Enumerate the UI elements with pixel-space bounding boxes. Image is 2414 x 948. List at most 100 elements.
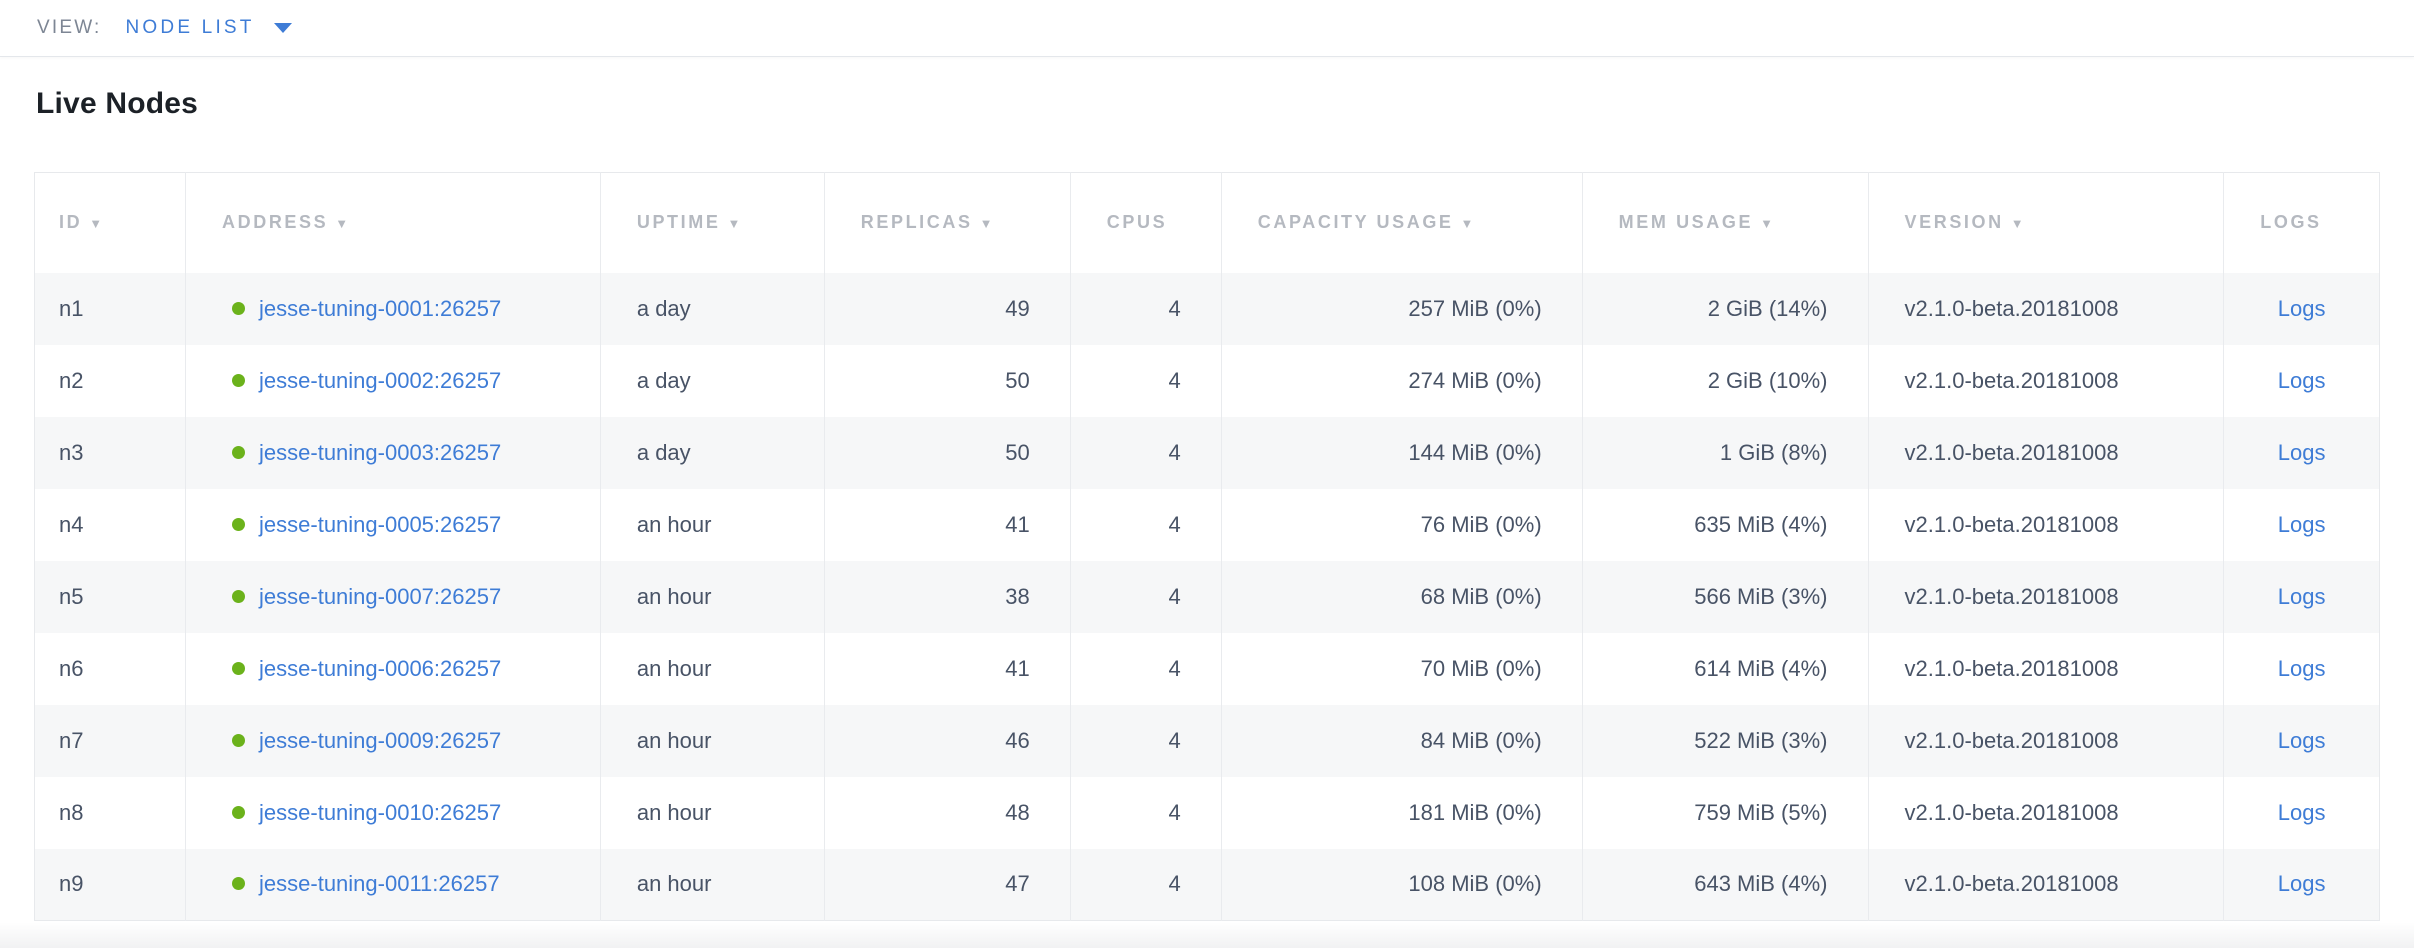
node-address-cell: jesse-tuning-0009:26257 — [185, 704, 601, 777]
node-capacity-usage: 274 MiB (0%) — [1408, 367, 1542, 393]
column-header-mem-usage[interactable]: MEM USAGE ▼ — [1582, 172, 1869, 273]
table-row: n2 jesse-tuning-0002:26257 a day 50 4 27… — [34, 344, 2380, 417]
column-header-cpus[interactable]: CPUS — [1070, 172, 1222, 273]
column-header-replicas[interactable]: REPLICAS ▼ — [824, 172, 1071, 273]
node-address-cell: jesse-tuning-0002:26257 — [185, 344, 601, 417]
node-mem-usage-cell: 566 MiB (3%) — [1582, 560, 1869, 633]
column-header-version[interactable]: VERSION ▼ — [1868, 172, 2225, 273]
node-address-cell: jesse-tuning-0011:26257 — [185, 848, 601, 921]
caret-down-icon — [273, 23, 292, 33]
node-address-link[interactable]: jesse-tuning-0010:26257 — [259, 799, 502, 825]
node-healthy-status-icon — [232, 589, 246, 603]
node-uptime: a day — [636, 439, 691, 465]
logs-link[interactable]: Logs — [2277, 799, 2326, 825]
node-cpus: 4 — [1168, 295, 1181, 321]
logs-link[interactable]: Logs — [2277, 583, 2326, 609]
node-replicas: 50 — [1005, 367, 1030, 393]
node-replicas-cell: 50 — [824, 416, 1071, 489]
node-healthy-status-icon — [232, 877, 246, 891]
node-uptime-cell: an hour — [600, 560, 825, 633]
node-uptime-cell: an hour — [600, 632, 825, 705]
node-address-link[interactable]: jesse-tuning-0011:26257 — [259, 871, 500, 897]
node-capacity-usage-cell: 144 MiB (0%) — [1221, 416, 1583, 489]
column-header-address[interactable]: ADDRESS ▼ — [185, 172, 601, 273]
node-uptime-cell: a day — [600, 344, 825, 417]
node-cpus: 4 — [1168, 871, 1181, 897]
node-cpus: 4 — [1168, 655, 1181, 681]
node-id-cell: n6 — [34, 632, 187, 705]
node-capacity-usage: 68 MiB (0%) — [1420, 583, 1542, 609]
node-replicas-cell: 46 — [824, 704, 1071, 777]
node-address-link[interactable]: jesse-tuning-0009:26257 — [259, 727, 502, 753]
column-header-id[interactable]: ID ▼ — [34, 172, 187, 273]
node-healthy-status-icon — [232, 373, 246, 387]
node-version: v2.1.0-beta.20181008 — [1904, 871, 2119, 897]
node-cpus-cell: 4 — [1070, 560, 1222, 633]
node-address-cell: jesse-tuning-0010:26257 — [185, 776, 601, 849]
column-header-label: CAPACITY USAGE — [1257, 212, 1454, 233]
node-logs-cell: Logs — [2224, 417, 2380, 489]
node-cpus: 4 — [1168, 799, 1181, 825]
logs-link[interactable]: Logs — [2277, 367, 2326, 393]
node-mem-usage: 759 MiB (5%) — [1694, 799, 1828, 825]
node-cpus-cell: 4 — [1070, 848, 1222, 921]
node-replicas: 41 — [1005, 511, 1030, 537]
node-id-cell: n4 — [34, 488, 187, 561]
node-healthy-status-icon — [232, 517, 246, 531]
node-capacity-usage-cell: 108 MiB (0%) — [1221, 848, 1583, 921]
column-header-uptime[interactable]: UPTIME ▼ — [600, 172, 825, 273]
node-mem-usage: 643 MiB (4%) — [1694, 871, 1828, 897]
node-replicas-cell: 38 — [824, 560, 1071, 633]
node-uptime: an hour — [636, 583, 712, 609]
node-uptime: an hour — [636, 799, 712, 825]
logs-link[interactable]: Logs — [2277, 295, 2326, 321]
node-replicas: 50 — [1005, 439, 1030, 465]
node-address-link[interactable]: jesse-tuning-0006:26257 — [259, 655, 502, 681]
node-replicas-cell: 50 — [824, 344, 1071, 417]
node-replicas: 47 — [1005, 871, 1030, 897]
node-replicas-cell: 41 — [824, 632, 1071, 705]
logs-link[interactable]: Logs — [2277, 439, 2326, 465]
node-address-link[interactable]: jesse-tuning-0007:26257 — [259, 583, 502, 609]
logs-link[interactable]: Logs — [2277, 727, 2326, 753]
node-capacity-usage: 84 MiB (0%) — [1420, 727, 1542, 753]
node-address-link[interactable]: jesse-tuning-0002:26257 — [259, 367, 502, 393]
node-address-link[interactable]: jesse-tuning-0005:26257 — [259, 511, 502, 537]
node-version-cell: v2.1.0-beta.20181008 — [1868, 272, 2225, 345]
node-id-cell: n1 — [34, 272, 187, 345]
node-version-cell: v2.1.0-beta.20181008 — [1868, 632, 2225, 705]
node-mem-usage-cell: 2 GiB (10%) — [1582, 344, 1869, 417]
node-mem-usage-cell: 759 MiB (5%) — [1582, 776, 1869, 849]
node-replicas: 41 — [1005, 655, 1030, 681]
logs-link[interactable]: Logs — [2277, 511, 2326, 537]
node-capacity-usage: 108 MiB (0%) — [1408, 871, 1542, 897]
node-version-cell: v2.1.0-beta.20181008 — [1868, 848, 2225, 921]
logs-link[interactable]: Logs — [2277, 655, 2326, 681]
node-capacity-usage-cell: 70 MiB (0%) — [1221, 632, 1583, 705]
node-cpus-cell: 4 — [1070, 344, 1222, 417]
node-id: n4 — [59, 511, 84, 537]
node-replicas: 46 — [1005, 727, 1030, 753]
sort-desc-icon: ▼ — [89, 216, 105, 232]
node-cpus-cell: 4 — [1070, 488, 1222, 561]
column-header-capacity-usage[interactable]: CAPACITY USAGE ▼ — [1221, 172, 1583, 273]
sort-desc-icon: ▼ — [2010, 216, 2027, 232]
node-address-cell: jesse-tuning-0005:26257 — [185, 488, 601, 561]
node-id-cell: n7 — [34, 704, 187, 777]
column-header-logs[interactable]: LOGS — [2223, 172, 2380, 273]
node-address-link[interactable]: jesse-tuning-0003:26257 — [259, 439, 502, 465]
node-version-cell: v2.1.0-beta.20181008 — [1868, 704, 2225, 777]
node-cpus-cell: 4 — [1070, 776, 1222, 849]
column-header-label: UPTIME — [636, 212, 721, 233]
node-capacity-usage-cell: 274 MiB (0%) — [1221, 344, 1583, 417]
logs-link[interactable]: Logs — [2277, 871, 2326, 897]
node-address-link[interactable]: jesse-tuning-0001:26257 — [259, 295, 502, 321]
view-dropdown[interactable]: NODE LIST — [126, 17, 292, 39]
node-id-cell: n8 — [34, 776, 187, 849]
node-version-cell: v2.1.0-beta.20181008 — [1868, 416, 2225, 489]
table-row: n6 jesse-tuning-0006:26257 an hour 41 4 … — [34, 632, 2380, 705]
sort-desc-icon: ▼ — [1760, 216, 1776, 232]
node-mem-usage: 614 MiB (4%) — [1694, 655, 1828, 681]
node-id: n8 — [59, 799, 84, 825]
